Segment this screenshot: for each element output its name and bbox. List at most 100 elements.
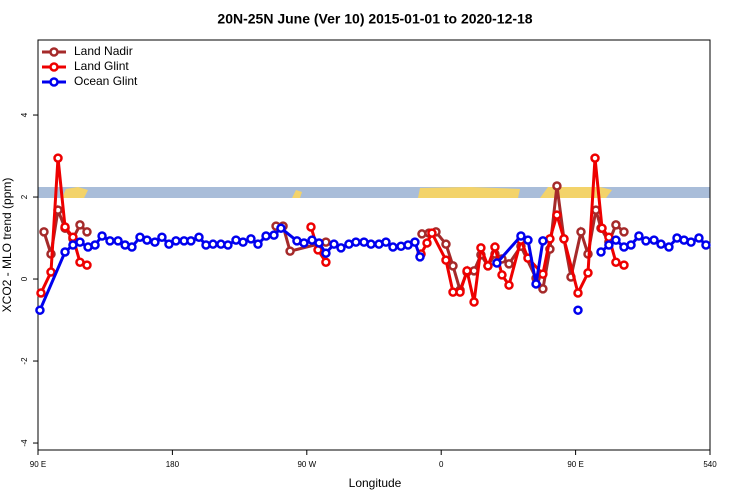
y-tick-label: 4 <box>20 112 29 117</box>
point <box>441 255 451 265</box>
point <box>427 228 437 238</box>
y-tick-label: 2 <box>20 194 29 199</box>
point <box>656 239 666 249</box>
x-tick-label: 180 <box>166 460 180 469</box>
point <box>351 237 361 247</box>
legend-marker <box>49 47 59 57</box>
point <box>194 232 204 242</box>
point <box>538 284 548 294</box>
point <box>516 231 526 241</box>
point <box>208 239 218 249</box>
point <box>238 237 248 247</box>
point <box>552 210 562 220</box>
point <box>127 242 137 252</box>
point <box>60 222 70 232</box>
point <box>422 238 432 248</box>
point <box>366 239 376 249</box>
point <box>336 243 346 253</box>
point <box>276 223 286 233</box>
point <box>68 232 78 242</box>
point <box>559 234 569 244</box>
point <box>483 261 493 271</box>
point <box>701 240 711 250</box>
point <box>285 246 295 256</box>
point <box>82 260 92 270</box>
x-tick-label: 90 E <box>30 460 46 469</box>
point <box>538 236 548 246</box>
point <box>448 261 458 271</box>
point <box>321 257 331 267</box>
point <box>455 287 465 297</box>
point <box>53 153 63 163</box>
point <box>82 227 92 237</box>
point <box>538 269 548 279</box>
point <box>504 259 514 269</box>
point <box>476 243 486 253</box>
x-tick-label: 540 <box>703 460 717 469</box>
point <box>39 227 49 237</box>
point <box>171 236 181 246</box>
x-axis-label: Longitude <box>349 476 402 490</box>
point <box>314 238 324 248</box>
point <box>619 227 629 237</box>
point <box>626 240 636 250</box>
point <box>597 223 607 233</box>
x-tick-label: 0 <box>439 460 444 469</box>
point <box>664 242 674 252</box>
point <box>306 222 316 232</box>
point <box>531 279 541 289</box>
point <box>105 236 115 246</box>
point <box>150 237 160 247</box>
point <box>75 220 85 230</box>
point <box>60 247 70 257</box>
point <box>649 235 659 245</box>
x-tick-label: 90 W <box>297 460 316 469</box>
point <box>573 305 583 315</box>
point <box>381 237 391 247</box>
point <box>321 248 331 258</box>
point <box>36 288 46 298</box>
point <box>388 242 398 252</box>
y-axis-label: XCO2 - MLO trend (ppm) <box>0 178 14 313</box>
map-strip <box>38 187 710 198</box>
legend-label: Land Nadir <box>74 44 133 58</box>
point <box>415 252 425 262</box>
point <box>261 231 271 241</box>
legend-label: Land Glint <box>74 59 129 73</box>
point <box>75 237 85 247</box>
point <box>142 235 152 245</box>
point <box>246 234 256 244</box>
point <box>573 288 583 298</box>
point <box>596 247 606 257</box>
point <box>611 257 621 267</box>
point <box>253 239 263 249</box>
point <box>583 268 593 278</box>
point <box>619 260 629 270</box>
point <box>604 240 614 250</box>
point <box>441 239 451 249</box>
point <box>504 280 514 290</box>
point <box>113 236 123 246</box>
y-tick-label: -4 <box>20 439 29 447</box>
point <box>299 238 309 248</box>
legend-label: Ocean Glint <box>74 74 138 88</box>
point <box>410 237 420 247</box>
legend-marker <box>49 62 59 72</box>
point <box>223 240 233 250</box>
point <box>97 231 107 241</box>
point <box>490 242 500 252</box>
point <box>523 235 533 245</box>
y-tick-label: 0 <box>20 276 29 281</box>
chart-title: 20N-25N June (Ver 10) 2015-01-01 to 2020… <box>217 11 532 27</box>
point <box>157 232 167 242</box>
point <box>35 305 45 315</box>
point <box>164 239 174 249</box>
point <box>634 231 644 241</box>
point <box>641 236 651 246</box>
point <box>694 233 704 243</box>
point <box>462 266 472 276</box>
point <box>186 236 196 246</box>
point <box>552 181 562 191</box>
x-tick-label: 90 E <box>567 460 583 469</box>
